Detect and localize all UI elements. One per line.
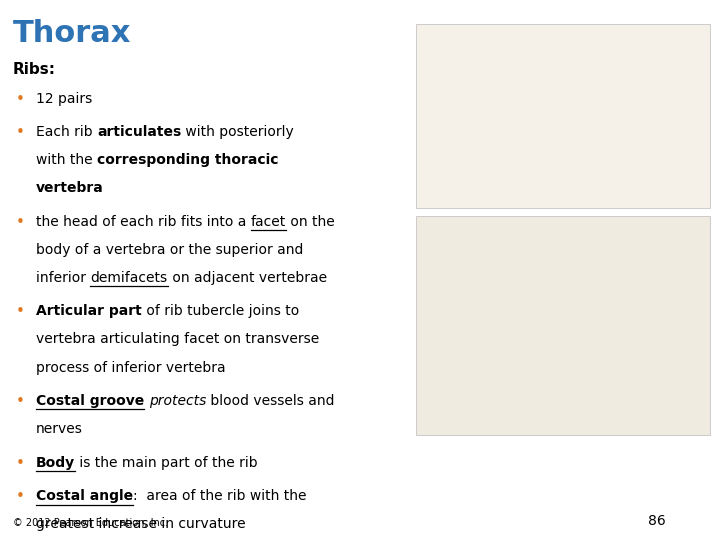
Text: Body: Body: [36, 456, 75, 470]
Text: Costal angle: Costal angle: [36, 489, 133, 503]
Text: •: •: [16, 125, 24, 140]
Text: process of inferior vertebra: process of inferior vertebra: [36, 361, 225, 375]
Text: articulates: articulates: [97, 125, 181, 139]
Text: blood vessels and: blood vessels and: [206, 394, 335, 408]
Text: :  area of the rib with the: : area of the rib with the: [133, 489, 307, 503]
Text: •: •: [16, 394, 24, 409]
Text: with the: with the: [36, 153, 97, 167]
Text: greatest increase in curvature: greatest increase in curvature: [36, 517, 246, 531]
Text: 86: 86: [648, 514, 666, 528]
Text: body of a vertebra or the superior and: body of a vertebra or the superior and: [36, 243, 303, 257]
Text: Articular part: Articular part: [36, 305, 142, 319]
Text: corresponding thoracic: corresponding thoracic: [97, 153, 279, 167]
Text: inferior: inferior: [36, 271, 91, 285]
Text: Ribs:: Ribs:: [13, 62, 56, 77]
Text: on adjacent vertebrae: on adjacent vertebrae: [168, 271, 327, 285]
Text: vertebra: vertebra: [36, 181, 104, 195]
Text: nerves: nerves: [36, 422, 83, 436]
FancyBboxPatch shape: [416, 24, 710, 208]
FancyBboxPatch shape: [416, 216, 710, 435]
Text: is the main part of the rib: is the main part of the rib: [75, 456, 258, 470]
Text: facet: facet: [251, 215, 286, 229]
Text: 12 pairs: 12 pairs: [36, 92, 92, 106]
Text: •: •: [16, 456, 24, 470]
Text: vertebra articulating facet on transverse: vertebra articulating facet on transvers…: [36, 333, 319, 347]
Text: Costal groove: Costal groove: [36, 394, 144, 408]
Text: •: •: [16, 215, 24, 230]
Text: demifacets: demifacets: [91, 271, 168, 285]
Text: protects: protects: [148, 394, 206, 408]
Text: •: •: [16, 489, 24, 504]
Text: Each rib: Each rib: [36, 125, 97, 139]
Text: •: •: [16, 92, 24, 106]
Text: © 2012 Pearson Education, Inc.: © 2012 Pearson Education, Inc.: [13, 518, 168, 528]
Text: with posteriorly: with posteriorly: [181, 125, 294, 139]
Text: the head of each rib fits into a: the head of each rib fits into a: [36, 215, 251, 229]
Text: of rib tubercle joins to: of rib tubercle joins to: [142, 305, 299, 319]
Text: Thorax: Thorax: [13, 19, 131, 48]
Text: •: •: [16, 305, 24, 319]
Text: on the: on the: [286, 215, 335, 229]
